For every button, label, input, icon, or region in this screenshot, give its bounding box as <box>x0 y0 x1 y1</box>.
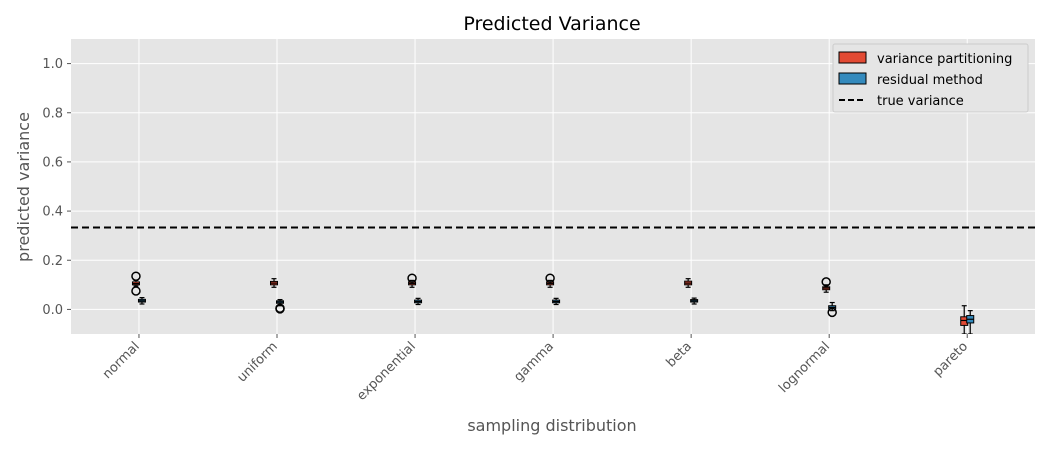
x-tick-label-normal: normal <box>100 339 143 382</box>
legend-box <box>832 43 1029 113</box>
box-residual-method-beta <box>690 297 699 305</box>
y-tick-label: 0.4 <box>42 205 63 220</box>
outlier-point <box>827 307 837 318</box>
box-variance-partitioning-pareto <box>960 305 969 334</box>
legend-label: residual method <box>877 73 983 88</box>
outlier-point <box>275 304 285 314</box>
y-axis-label: predicted variance <box>14 112 33 262</box>
legend: variance partitioning residual method true… <box>832 43 1029 113</box>
box-variance-partitioning-lognormal <box>821 277 831 293</box>
box-residual-method-gamma <box>552 297 561 306</box>
x-tick-label-gamma: gamma <box>511 339 557 385</box>
box-marks <box>131 271 975 334</box>
chart-title: Predicted Variance <box>463 13 640 35</box>
box-residual-method-normal <box>137 297 146 305</box>
outlier-point <box>545 273 555 283</box>
box-variance-partitioning-gamma <box>545 273 555 288</box>
box-variance-partitioning-normal <box>131 271 141 296</box>
x-tick-label-lognormal: lognormal <box>776 339 833 396</box>
legend-label: variance partitioning <box>877 52 1012 67</box>
box-residual-method-exponential <box>414 297 423 306</box>
outlier-point <box>131 271 141 281</box>
legend-label: true variance <box>877 94 964 109</box>
y-tick-label: 0.0 <box>42 303 63 318</box>
box-variance-partitioning-uniform <box>270 278 279 288</box>
x-tick-label-uniform: uniform <box>235 339 281 385</box>
legend-swatch-variance-partitioning <box>838 51 867 64</box>
x-tick-label-exponential: exponential <box>354 339 419 404</box>
box-variance-partitioning-beta <box>684 278 693 288</box>
box-residual-method-lognormal <box>827 301 837 318</box>
y-tick-label: 0.2 <box>42 254 63 269</box>
outlier-point <box>131 286 141 296</box>
outlier-point <box>821 277 831 287</box>
box-residual-method-uniform <box>275 298 285 314</box>
x-axis-label: sampling distribution <box>467 416 636 435</box>
x-tick-label-pareto: pareto <box>931 339 972 380</box>
y-tick-label: 0.8 <box>42 106 63 121</box>
outlier-point <box>407 273 417 283</box>
box-residual-method-pareto <box>966 310 975 334</box>
x-tick-label-beta: beta <box>664 339 695 370</box>
legend-swatch-residual-method <box>838 72 867 85</box>
box-variance-partitioning-exponential <box>407 273 417 288</box>
y-tick-label: 0.6 <box>42 155 63 170</box>
y-tick-label: 1.0 <box>42 57 63 72</box>
